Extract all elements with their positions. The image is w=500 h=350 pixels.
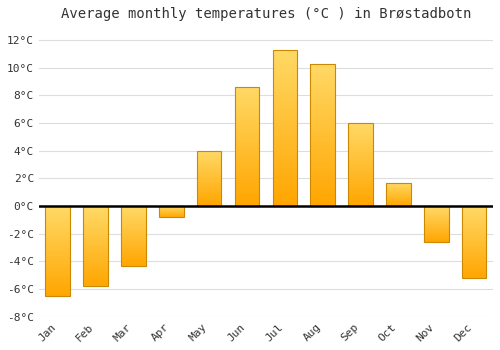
Bar	[310, 64, 335, 206]
Bar	[234, 87, 260, 206]
Bar	[386, 183, 410, 206]
Bar	[84, 206, 108, 286]
Bar	[272, 50, 297, 206]
Bar	[159, 206, 184, 217]
Title: Average monthly temperatures (°C ) in Brøstadbotn: Average monthly temperatures (°C ) in Br…	[60, 7, 471, 21]
Bar	[121, 206, 146, 266]
Bar	[197, 151, 222, 206]
Bar	[348, 123, 373, 206]
Bar	[462, 206, 486, 278]
Bar	[424, 206, 448, 242]
Bar	[46, 206, 70, 296]
